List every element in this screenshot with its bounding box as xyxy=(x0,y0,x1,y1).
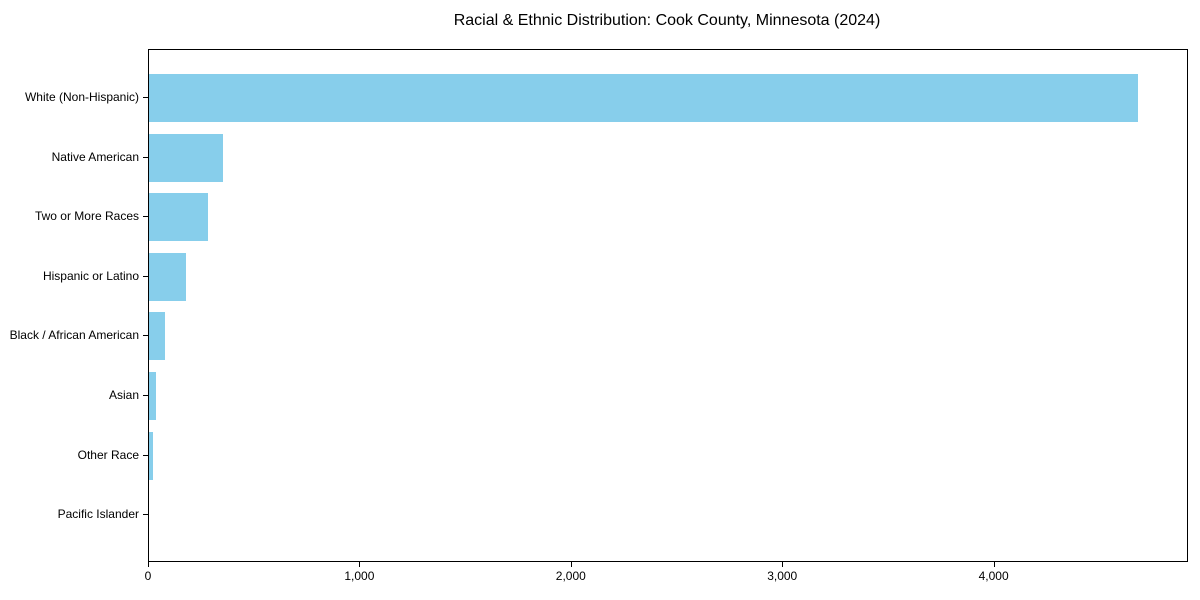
y-tick-label-asian: Asian xyxy=(108,388,139,402)
x-tick-label-4000: 4,000 xyxy=(978,569,1009,583)
bar-hispanic-or-latino xyxy=(149,252,186,301)
y-tick-mark xyxy=(143,97,148,98)
y-tick-mark xyxy=(143,514,148,516)
x-tick-mark xyxy=(359,562,361,567)
x-tick-label-3000: 3,000 xyxy=(767,569,798,583)
y-tick-label-native-american: Native American xyxy=(51,149,139,164)
y-tick-mark xyxy=(143,216,148,218)
plot-area xyxy=(148,49,1188,562)
y-tick-label-hispanic-or-latino: Hispanic or Latino xyxy=(42,268,139,283)
y-tick-mark xyxy=(143,454,148,456)
bar-black-african-american xyxy=(149,312,165,361)
bar-white-non-hispanic xyxy=(149,74,1139,122)
y-tick-label-two-or-more-races: Two or More Races xyxy=(34,209,139,224)
chart-title: Racial & Ethnic Distribution: Cook Count… xyxy=(453,12,881,29)
y-tick-label-other-race: Other Race xyxy=(77,447,139,462)
x-tick-label-0: 0 xyxy=(144,569,152,583)
y-tick-label-pacific-islander: Pacific Islander xyxy=(57,507,139,522)
y-tick-label-black-african-american: Black / African American xyxy=(9,328,139,343)
y-tick-mark xyxy=(143,395,148,396)
x-tick-label-1000: 1,000 xyxy=(344,569,375,583)
y-tick-mark xyxy=(143,156,148,158)
bar-asian xyxy=(149,372,157,420)
x-tick-mark xyxy=(993,562,995,567)
bar-other-race xyxy=(149,431,154,480)
x-tick-mark xyxy=(570,562,572,567)
x-tick-mark xyxy=(782,562,784,567)
y-tick-label-white-non-hispanic: White (Non-Hispanic) xyxy=(24,90,139,104)
x-tick-label-2000: 2,000 xyxy=(555,569,586,583)
bar-native-american xyxy=(149,133,223,182)
y-tick-mark xyxy=(143,335,148,337)
bar-two-or-more-races xyxy=(149,193,209,242)
y-tick-mark xyxy=(143,275,148,277)
x-tick-mark xyxy=(148,562,149,567)
